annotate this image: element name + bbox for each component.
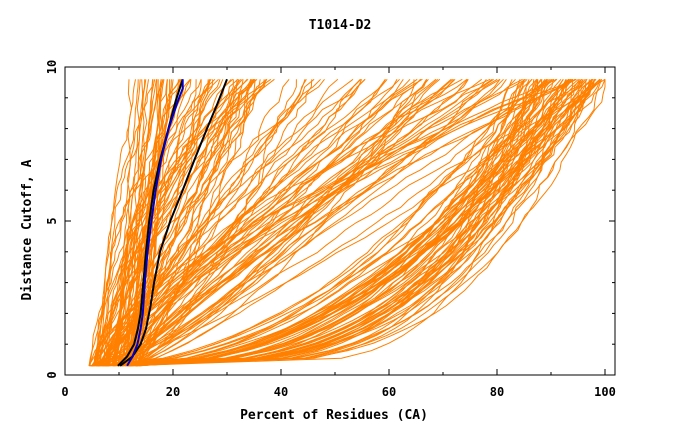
x-tick-label: 80: [490, 385, 504, 399]
orange-model-curve: [90, 79, 569, 367]
orange-model-curve: [135, 79, 313, 367]
orange-model-curve: [91, 79, 145, 367]
orange-model-curve: [123, 78, 437, 367]
orange-model-curve: [121, 78, 553, 367]
orange-model-curve: [133, 78, 242, 367]
orange-model-curve: [130, 78, 268, 366]
orange-model-curve: [114, 78, 452, 367]
orange-model-curve: [95, 79, 139, 366]
orange-model-curve: [125, 79, 521, 367]
orange-model-curve: [112, 79, 192, 366]
x-tick-label: 60: [382, 385, 396, 399]
orange-model-curve: [114, 79, 573, 367]
orange-model-curve: [88, 79, 202, 367]
orange-model-curve: [88, 79, 146, 366]
orange-model-curve: [136, 79, 252, 366]
orange-model-curve: [112, 78, 597, 367]
orange-model-curve: [137, 78, 577, 366]
orange-curve-group: [88, 78, 606, 367]
orange-model-curve: [111, 79, 172, 366]
orange-model-curve: [91, 79, 538, 367]
orange-model-curve: [119, 78, 516, 367]
orange-model-curve: [135, 78, 422, 367]
highlighted-curve-group: [117, 78, 228, 367]
orange-model-curve: [91, 78, 526, 367]
y-tick-label: 5: [45, 217, 59, 224]
x-tick-label: 20: [166, 385, 180, 399]
orange-model-curve: [130, 79, 164, 366]
orange-model-curve: [133, 78, 441, 367]
orange-model-curve: [135, 78, 290, 367]
orange-model-curve: [117, 78, 504, 367]
x-tick-label: 100: [594, 385, 616, 399]
orange-model-curve: [140, 79, 595, 367]
orange-model-curve: [114, 79, 158, 366]
y-tick-label: 0: [45, 371, 59, 378]
orange-model-curve: [131, 79, 596, 367]
orange-model-curve: [93, 78, 315, 367]
orange-model-curve: [94, 79, 202, 366]
orange-model-curve: [128, 79, 567, 367]
orange-model-curve: [91, 79, 159, 367]
x-axis-label: Percent of Residues (CA): [240, 408, 428, 423]
orange-model-curve: [100, 79, 267, 367]
orange-model-curve: [106, 79, 254, 366]
orange-model-curve: [117, 78, 606, 367]
y-axis: 0 5 10: [45, 60, 615, 379]
orange-model-curve: [136, 79, 582, 367]
orange-model-curve: [118, 79, 469, 367]
highlighted-curve-black-2: [119, 78, 228, 367]
orange-model-curve: [129, 79, 525, 367]
orange-model-curve: [135, 79, 564, 367]
orange-model-curve: [89, 79, 221, 366]
x-tick-label: 0: [61, 385, 68, 399]
orange-model-curve: [91, 79, 141, 367]
y-tick-label: 10: [45, 60, 59, 74]
orange-model-curve: [93, 79, 154, 366]
orange-model-curve: [95, 79, 427, 367]
orange-model-curve: [91, 79, 606, 367]
orange-model-curve: [117, 78, 456, 366]
x-axis: 0 20 40 60 80 100: [61, 67, 616, 399]
orange-model-curve: [99, 78, 362, 367]
orange-model-curve: [97, 79, 602, 367]
orange-model-curve: [117, 79, 415, 367]
orange-model-curve: [103, 78, 597, 367]
orange-model-curve: [120, 78, 249, 366]
orange-model-curve: [134, 79, 256, 367]
orange-model-curve: [92, 79, 133, 367]
orange-model-curve: [90, 79, 149, 367]
highlighted-curve-blue: [126, 79, 184, 367]
orange-model-curve: [105, 78, 586, 367]
orange-model-curve: [121, 78, 439, 367]
y-axis-label: Distance Cutoff, A: [20, 159, 35, 300]
orange-model-curve: [132, 78, 423, 367]
chart-title: T1014-D2: [309, 18, 372, 33]
x-tick-label: 40: [274, 385, 288, 399]
orange-model-curve: [93, 78, 325, 366]
orange-model-curve: [129, 79, 507, 367]
orange-model-curve: [119, 79, 363, 367]
orange-model-curve: [111, 78, 493, 367]
orange-model-curve: [128, 78, 574, 367]
orange-model-curve: [106, 78, 533, 367]
orange-model-curve: [110, 78, 483, 367]
